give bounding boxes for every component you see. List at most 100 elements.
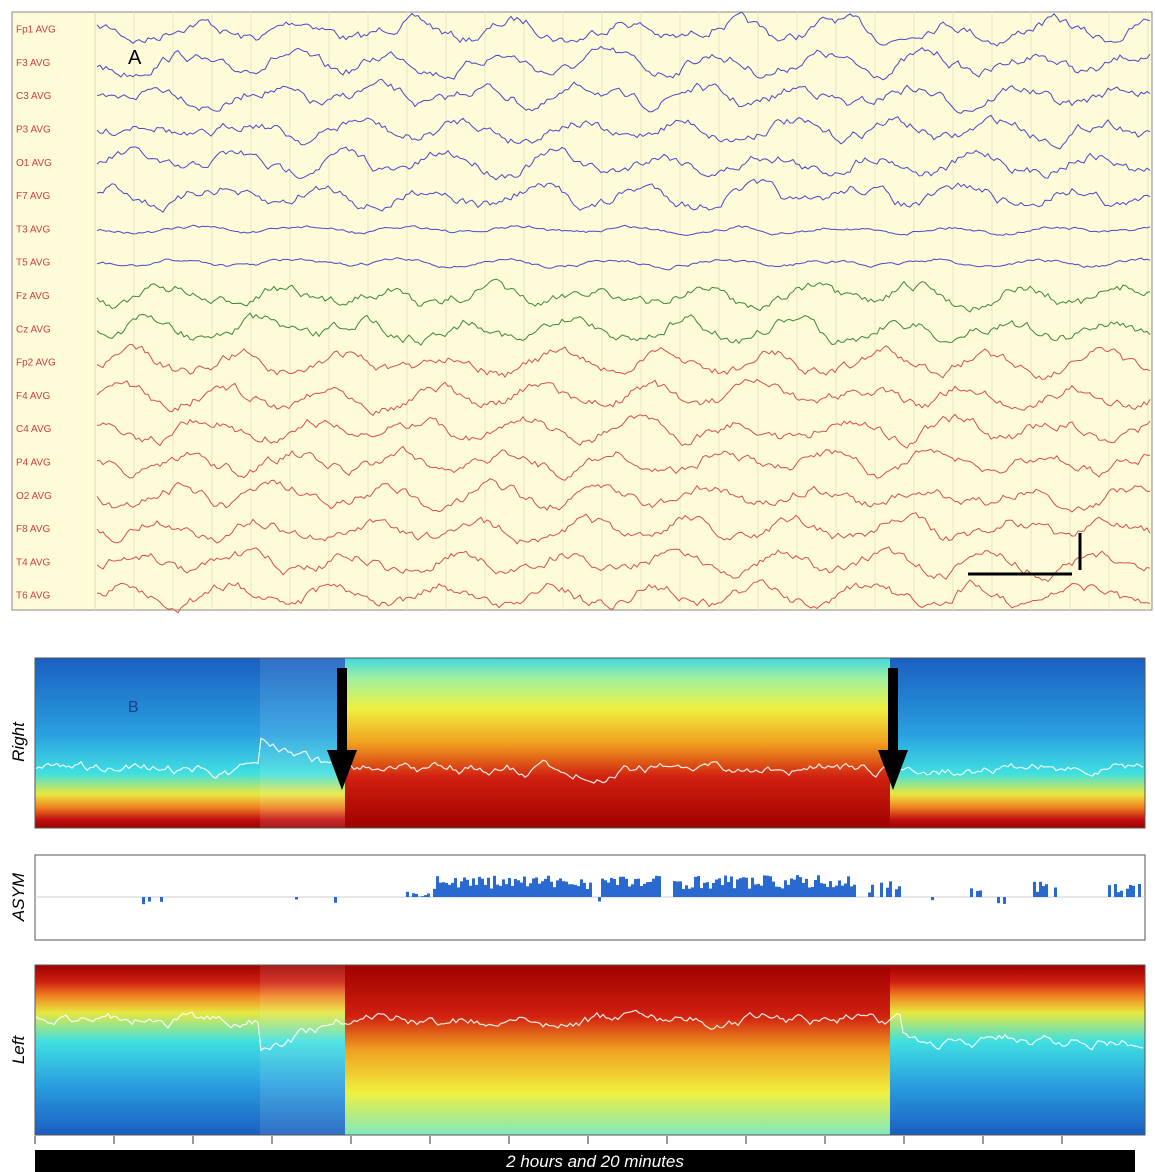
asym-bar [448, 884, 451, 897]
asym-bar [685, 885, 688, 897]
asym-bar [763, 875, 766, 897]
asym-bar [487, 877, 490, 897]
asym-bar [1108, 885, 1111, 897]
asym-bar [844, 883, 847, 897]
arrow [878, 668, 908, 790]
asym-bar [1054, 887, 1057, 897]
eeg-trace [96, 546, 1151, 583]
eeg-trace [96, 11, 1151, 47]
asym-bar [472, 878, 475, 897]
asym-bar [1036, 891, 1039, 897]
asym-bar [421, 896, 424, 897]
asym-bar [658, 876, 661, 897]
asym-bar [880, 882, 883, 897]
asym-bar [508, 877, 511, 897]
asym-bar [709, 888, 712, 897]
asym-bar [1117, 892, 1120, 897]
asym-bar [568, 884, 571, 897]
asym-bar [451, 882, 454, 897]
asym-bar [535, 877, 538, 897]
asym-bar [706, 882, 709, 897]
asym-bar [496, 884, 499, 897]
asym-bar [631, 884, 634, 897]
asym-bar [646, 882, 649, 897]
asym-bar [718, 878, 721, 897]
asym-bar [736, 879, 739, 897]
asym-bar [931, 897, 934, 901]
asym-bar [541, 881, 544, 897]
asym-bar [1033, 881, 1036, 897]
asym-bars [142, 875, 1141, 905]
asym-bar [808, 887, 811, 897]
asym-bar [733, 888, 736, 897]
asym-bar [583, 882, 586, 897]
asym-bar [622, 876, 625, 897]
asym-bar [1126, 888, 1129, 897]
eeg-trace [96, 343, 1151, 380]
asym-bar [868, 892, 871, 897]
asym-bar [628, 886, 631, 897]
asym-bar [412, 893, 415, 897]
asym-bar [805, 878, 808, 897]
asym-bar [1042, 886, 1045, 897]
eeg-trace [96, 445, 1150, 481]
eeg-trace [96, 178, 1151, 213]
asym-bar [469, 885, 472, 897]
asym-bar [589, 882, 592, 897]
asym-bar [517, 880, 520, 897]
asym-bar [730, 876, 733, 897]
eeg-trace [96, 478, 1150, 513]
asym-bar [691, 887, 694, 897]
asym-bar [550, 881, 553, 897]
asym-bar [433, 888, 436, 897]
asym-bar [544, 878, 547, 897]
asym-bar [427, 893, 430, 897]
asym-bar [640, 886, 643, 897]
trend-line [35, 737, 1144, 784]
asym-bar [1039, 881, 1042, 897]
right-spectrogram [34, 657, 1146, 829]
asym-bar [811, 886, 814, 897]
eeg-trace [96, 278, 1151, 313]
asym-label: ASYM [9, 872, 28, 922]
asym-bar [463, 877, 466, 897]
asym-bar [613, 879, 616, 897]
asym-bar [898, 886, 901, 897]
asym-bar [814, 879, 817, 897]
channel-label: Cz AVG [16, 324, 51, 335]
asym-bar [781, 888, 784, 897]
asym-bar [580, 879, 583, 897]
asym-bar [895, 889, 898, 897]
asym-bar [538, 883, 541, 897]
asym-bar [295, 897, 298, 900]
asym-bar [559, 878, 562, 897]
eeg-trace [96, 257, 1151, 271]
asym-bar [727, 882, 730, 897]
asym-bar [754, 884, 757, 897]
asym-bar [478, 876, 481, 897]
asym-bar [766, 875, 769, 897]
channel-label: Fp2 AVG [16, 358, 56, 369]
eeg-trace [96, 378, 1151, 416]
arrow [327, 668, 357, 790]
asym-bar [799, 877, 802, 897]
asym-bar [742, 877, 745, 897]
asym-bar [475, 884, 478, 897]
asym-bar [511, 885, 514, 897]
asym-bar [439, 882, 442, 897]
asym-bar [769, 876, 772, 897]
asym-bar [547, 875, 550, 897]
panel-label: A [128, 47, 142, 69]
channel-label: T3 AVG [16, 224, 50, 235]
asym-bar [529, 883, 532, 897]
asym-bar [886, 887, 889, 897]
asym-bar [679, 881, 682, 897]
asym-bar [625, 878, 628, 897]
asym-bar [502, 879, 505, 897]
time-label: 2 hours and 20 minutes [505, 1152, 684, 1171]
channel-label: F4 AVG [16, 391, 50, 402]
asym-bar [1129, 884, 1132, 897]
asym-bar [565, 881, 568, 897]
asym-bar [697, 876, 700, 897]
